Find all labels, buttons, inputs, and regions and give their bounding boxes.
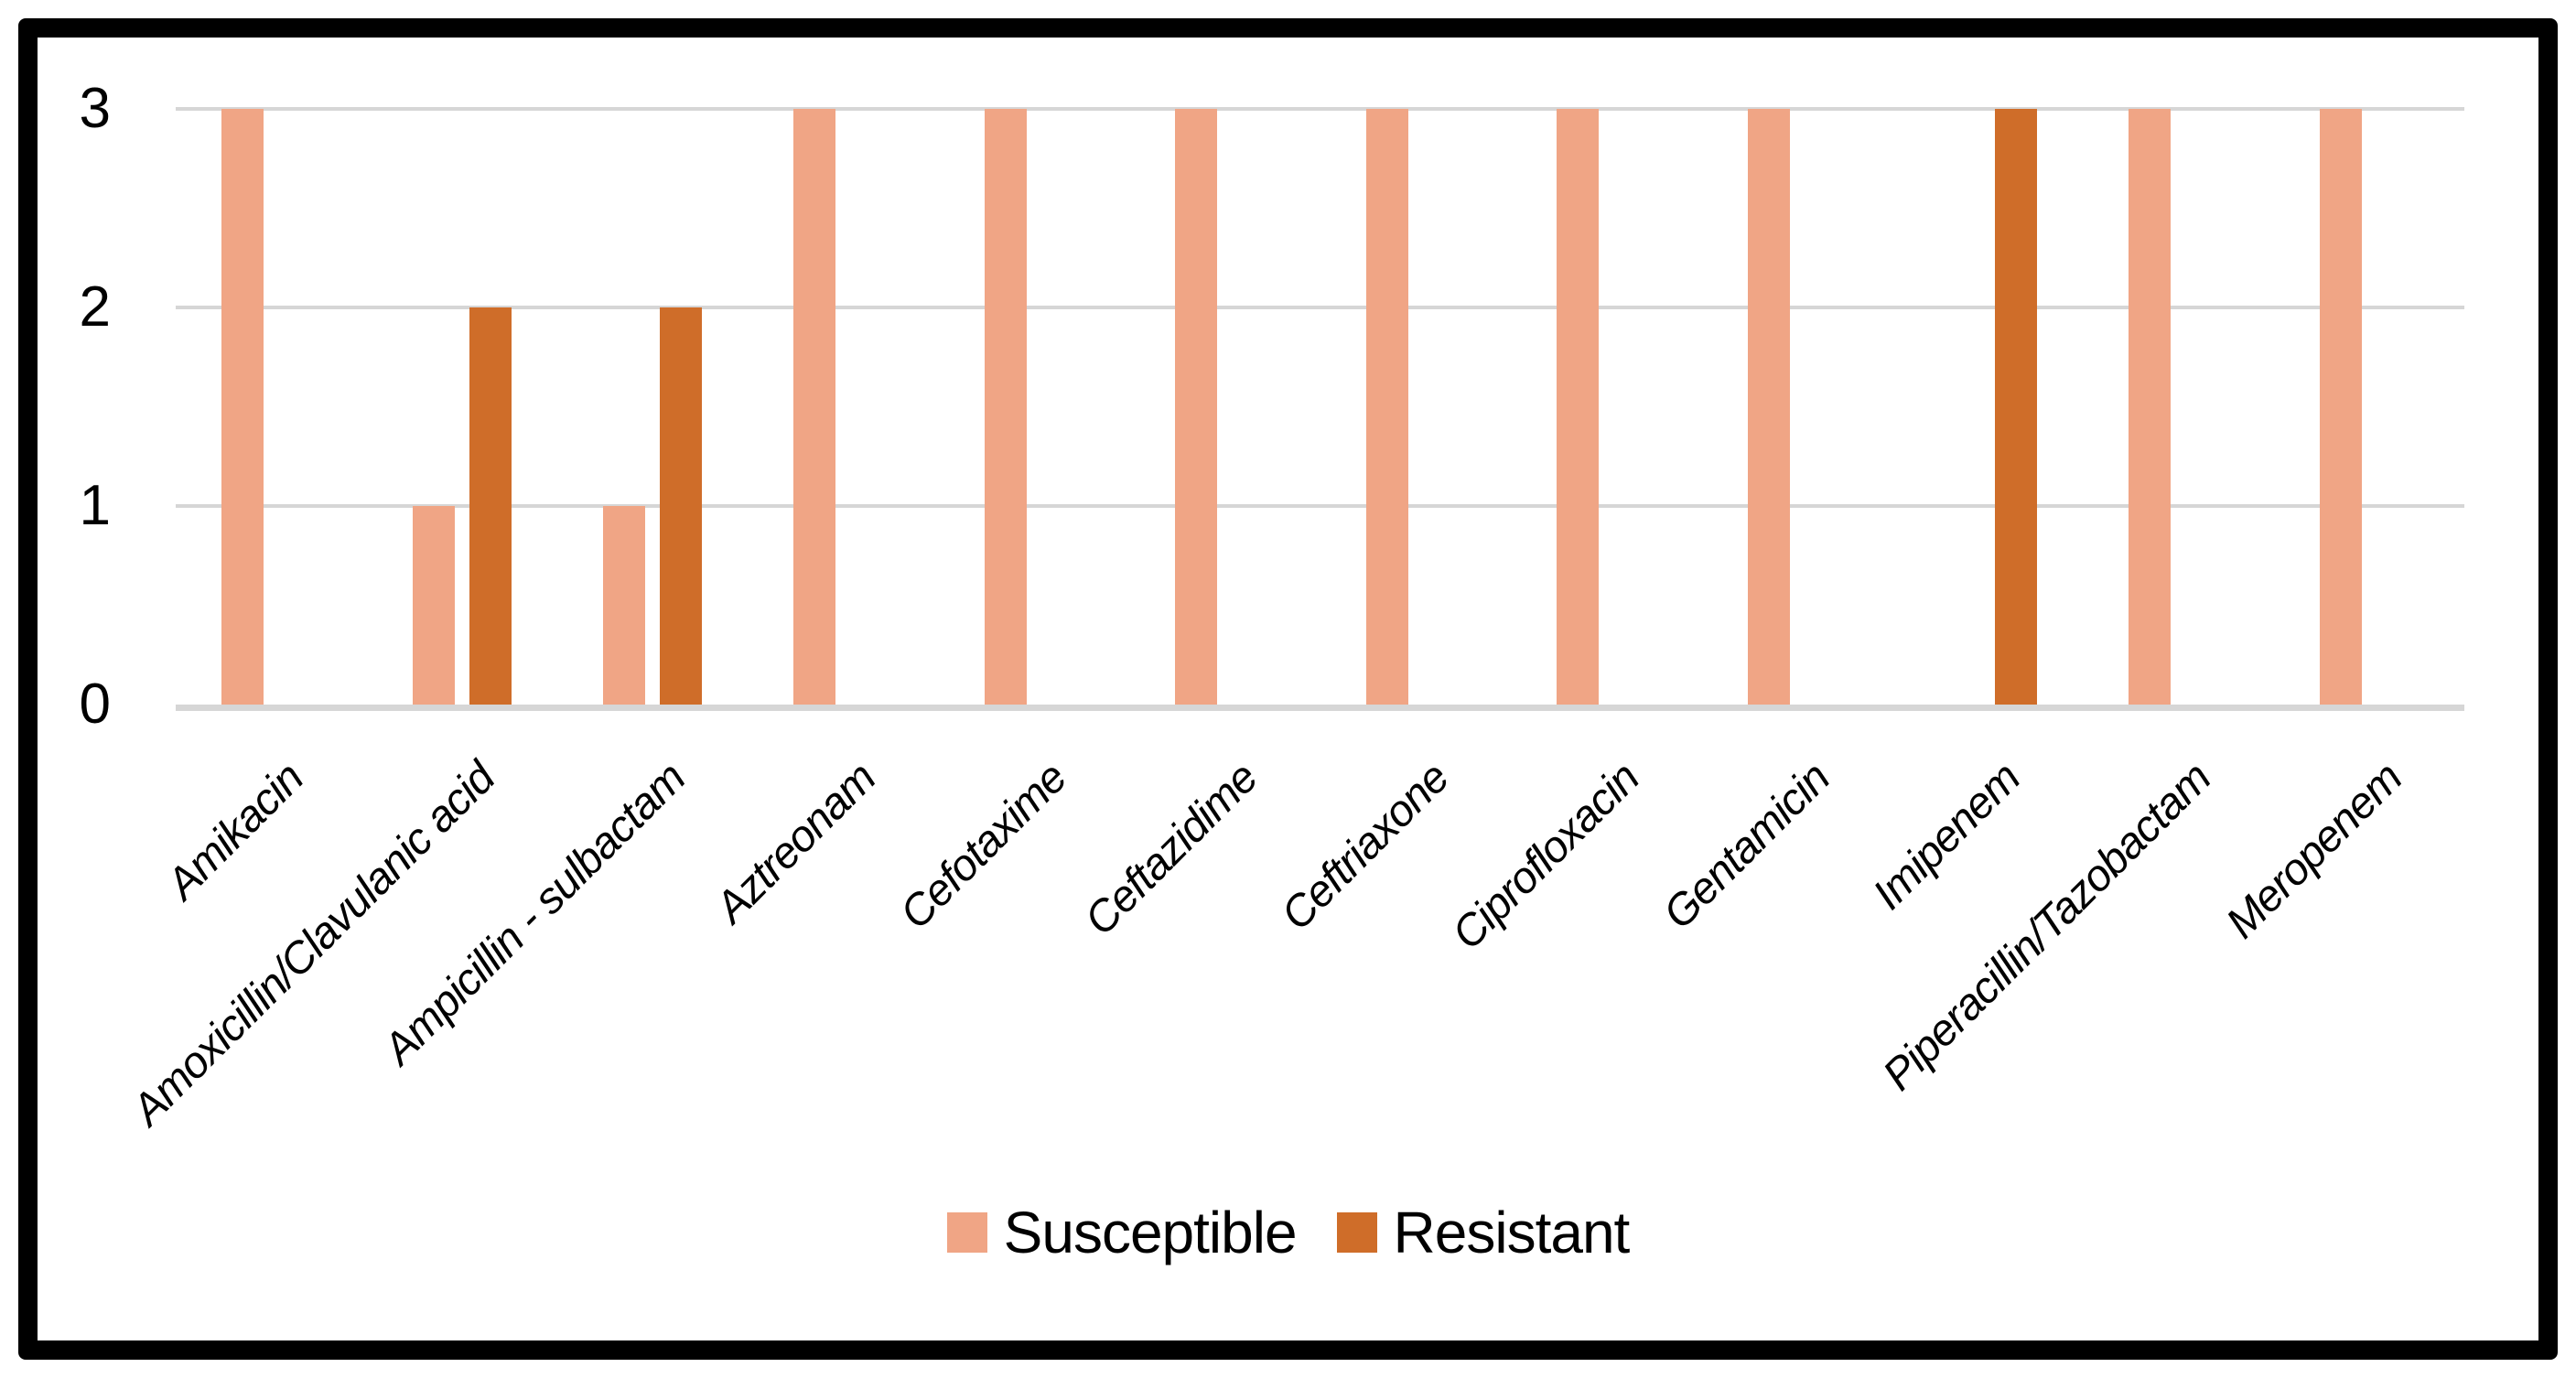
x-label-ceftazidime: Ceftazidime (1075, 753, 1267, 945)
bar-susceptible-meropenem (2320, 109, 2362, 705)
x-label-imipenem: Imipenem (1864, 753, 2031, 920)
y-tick-label-3: 3 (79, 77, 111, 140)
y-tick-label-0: 0 (79, 673, 111, 736)
bar-susceptible-ciprofloxacin (1557, 109, 1599, 705)
bar-susceptible-ampicillin-sulbactam (603, 506, 645, 705)
x-label-gentamicin: Gentamicin (1654, 753, 1840, 939)
y-tick-label-2: 2 (79, 275, 111, 339)
legend-item-resistant: Resistant (1336, 1200, 1631, 1265)
bar-susceptible-cefotaxime (985, 109, 1027, 705)
legend: Susceptible Resistant (0, 1200, 2576, 1265)
bar-resistant-imipenem (1995, 109, 2037, 705)
x-label-meropenem: Meropenem (2216, 753, 2412, 948)
x-label-cefotaxime: Cefotaxime (890, 753, 1077, 939)
x-axis-line (176, 705, 2464, 711)
legend-swatch-susceptible (946, 1212, 987, 1253)
x-label-amikacin: Amikacin (157, 753, 314, 910)
figure-border (18, 18, 2558, 1360)
gridline-1 (176, 504, 2464, 508)
y-tick-label-1: 1 (79, 474, 111, 537)
bar-susceptible-gentamicin (1748, 109, 1790, 705)
x-label-ciprofloxacin: Ciprofloxacin (1442, 753, 1649, 960)
bar-susceptible-amoxicillin-clavulanic-acid (413, 506, 455, 705)
bar-susceptible-piperacillin-tazobactam (2129, 109, 2171, 705)
gridline-3 (176, 107, 2464, 111)
bar-susceptible-amikacin (221, 109, 264, 705)
x-label-amoxicillin-clavulanic-acid: Amoxicillin/Clavulanic acid (123, 753, 505, 1135)
legend-swatch-resistant (1336, 1212, 1377, 1253)
bar-susceptible-ceftriaxone (1366, 109, 1408, 705)
legend-label-susceptible: Susceptible (1003, 1200, 1298, 1265)
bar-susceptible-aztreonam (793, 109, 835, 705)
bar-susceptible-ceftazidime (1175, 109, 1217, 705)
x-label-piperacillin-tazobactam: Piperacillin/Tazobactam (1873, 753, 2221, 1100)
bar-resistant-ampicillin-sulbactam (660, 307, 702, 705)
plot-area (176, 107, 2464, 711)
x-label-aztreonam: Aztreonam (706, 753, 886, 932)
legend-label-resistant: Resistant (1393, 1200, 1631, 1265)
bar-resistant-amoxicillin-clavulanic-acid (469, 307, 512, 705)
legend-item-susceptible: Susceptible (946, 1200, 1298, 1265)
gridline-2 (176, 306, 2464, 309)
x-label-ceftriaxone: Ceftriaxone (1271, 753, 1459, 940)
